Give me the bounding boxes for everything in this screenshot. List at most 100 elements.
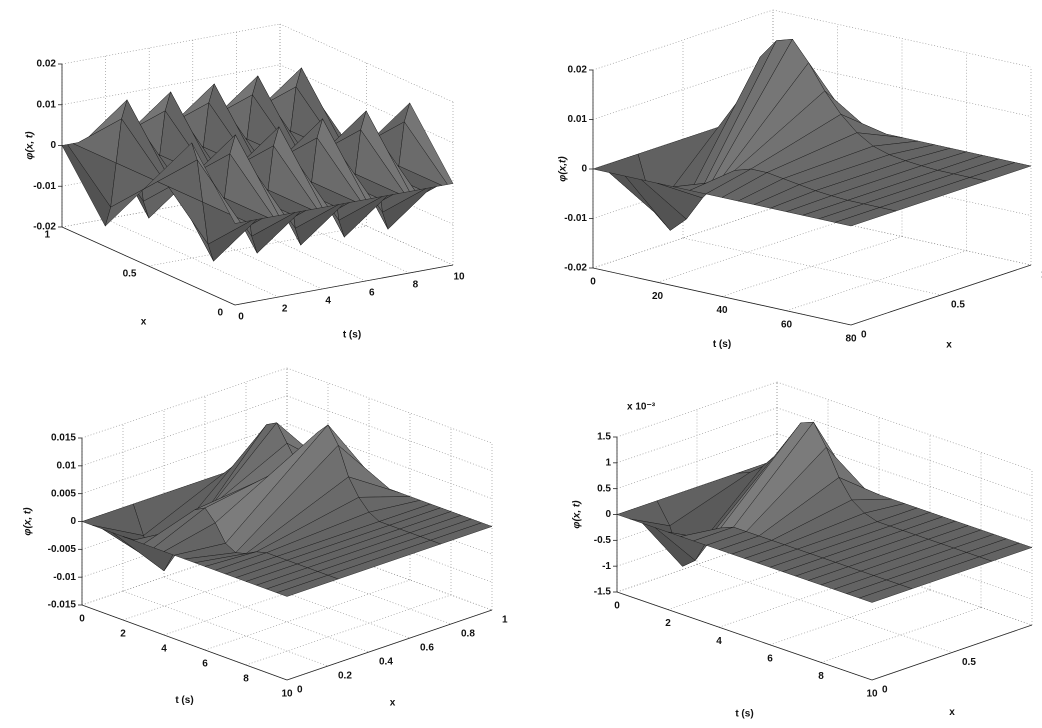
t-tick-label: 10 xyxy=(281,689,293,700)
z-tick-label: 0.01 xyxy=(568,114,588,125)
x-tick-label: 1 xyxy=(502,615,508,626)
z-tick-label: 0.02 xyxy=(568,65,588,76)
z-tick-label: 1.5 xyxy=(597,432,611,443)
z-tick-label: -0.015 xyxy=(48,600,77,611)
t-axis xyxy=(81,604,288,681)
t-tick-label: 2 xyxy=(282,304,288,315)
t-tick-label: 2 xyxy=(665,618,671,629)
t-tick-label: 8 xyxy=(413,280,419,291)
x-tick-label: 0 xyxy=(297,685,303,696)
axis-multiplier: x 10⁻³ xyxy=(627,402,656,413)
z-tick-label: -0.01 xyxy=(33,181,56,192)
z-tick-label: 0.01 xyxy=(37,99,57,110)
grid-line xyxy=(772,207,1032,266)
x-tick-label: 0 xyxy=(861,330,867,341)
t-tick-label: 8 xyxy=(243,674,249,685)
surface-patch xyxy=(191,142,241,224)
grid-line xyxy=(772,9,1032,68)
grid-line xyxy=(820,607,982,663)
z-tick-label: -0.5 xyxy=(594,535,612,546)
z-tick-label: 0 xyxy=(70,516,76,527)
x-tick-label: 0 xyxy=(217,308,223,319)
x-tick-label: 0.2 xyxy=(338,671,352,682)
z-tick-label: 0 xyxy=(581,164,587,175)
t-tick-label: 80 xyxy=(845,334,857,345)
x-tick-label: 0.5 xyxy=(962,657,976,668)
grid-line xyxy=(286,367,493,444)
grid-line xyxy=(61,23,281,65)
grid-line xyxy=(616,433,778,489)
z-axis-label: φ(x, t) xyxy=(572,500,583,529)
t-tick-label: 60 xyxy=(781,319,793,330)
t-axis xyxy=(234,264,454,306)
z-tick-label: 0.5 xyxy=(597,483,611,494)
x-axis-label: x xyxy=(949,707,955,718)
x-axis xyxy=(286,609,493,681)
z-tick-label: -1.5 xyxy=(594,587,612,598)
grid-line xyxy=(122,590,329,667)
grid-line xyxy=(163,576,370,653)
t-tick-label: 10 xyxy=(866,689,878,700)
t-tick-label: 6 xyxy=(767,653,773,664)
surface-patch xyxy=(276,575,339,597)
t-tick-label: 6 xyxy=(369,288,375,299)
grid-line xyxy=(286,395,493,472)
surface-patch xyxy=(834,207,897,227)
x-tick-label: 0.8 xyxy=(461,629,475,640)
t-tick-label: 10 xyxy=(453,272,465,283)
surface-patch xyxy=(858,584,913,603)
t-tick-label: 2 xyxy=(120,629,126,640)
surface-patch xyxy=(348,476,411,498)
grid-line xyxy=(245,594,452,666)
t-tick-label: 4 xyxy=(716,636,722,647)
t-tick-label: 4 xyxy=(325,296,331,307)
t-axis-label: t (s) xyxy=(713,339,731,350)
t-tick-label: 20 xyxy=(652,291,664,302)
x-axis-label: x xyxy=(141,317,147,328)
x-tick-label: 1 xyxy=(44,230,50,241)
z-tick-label: 0.015 xyxy=(51,433,76,444)
z-tick-label: -0.005 xyxy=(48,544,77,555)
grid-line xyxy=(61,64,281,106)
x-tick-label: 0.6 xyxy=(420,643,434,654)
grid-line xyxy=(667,554,829,610)
z-tick-label: 0 xyxy=(50,140,56,151)
t-axis-label: t (s) xyxy=(175,695,193,706)
t-axis-label: t (s) xyxy=(343,330,361,341)
x-axis-label: x xyxy=(390,698,396,709)
t-axis xyxy=(592,267,852,326)
t-tick-label: 6 xyxy=(202,659,208,670)
z-tick-label: 1 xyxy=(605,457,611,468)
z-axis-label: φ(x, t) xyxy=(23,507,34,536)
t-tick-label: 0 xyxy=(614,601,620,612)
x-tick-label: 0.4 xyxy=(379,657,393,668)
t-tick-label: 0 xyxy=(590,277,596,288)
grid-line xyxy=(61,186,281,228)
z-tick-label: 0.005 xyxy=(51,488,76,499)
x-tick-label: 0 xyxy=(882,685,888,696)
t-axis xyxy=(616,591,873,681)
x-axis xyxy=(871,624,1033,681)
t-tick-label: 0 xyxy=(238,312,244,323)
grid-line xyxy=(81,395,288,467)
z-tick-label: -0.02 xyxy=(564,263,587,274)
t-tick-label: 4 xyxy=(161,644,167,655)
t-tick-label: 0 xyxy=(79,614,85,625)
grid-line xyxy=(772,59,1032,117)
x-tick-label: 0.5 xyxy=(951,300,965,311)
grid-line xyxy=(616,381,778,438)
x-axis xyxy=(61,226,236,306)
x-axis xyxy=(850,264,1032,326)
grid-line xyxy=(81,423,288,494)
grid-line xyxy=(148,225,367,267)
z-tick-label: -1 xyxy=(602,561,611,572)
grid-line xyxy=(769,589,931,646)
grid-line xyxy=(204,579,411,651)
z-axis-label: φ(x,t) xyxy=(558,156,569,182)
z-tick-label: -0.01 xyxy=(564,213,587,224)
t-tick-label: 40 xyxy=(716,305,728,316)
z-tick-label: -0.02 xyxy=(33,222,56,233)
z-tick-label: 0 xyxy=(605,509,611,520)
